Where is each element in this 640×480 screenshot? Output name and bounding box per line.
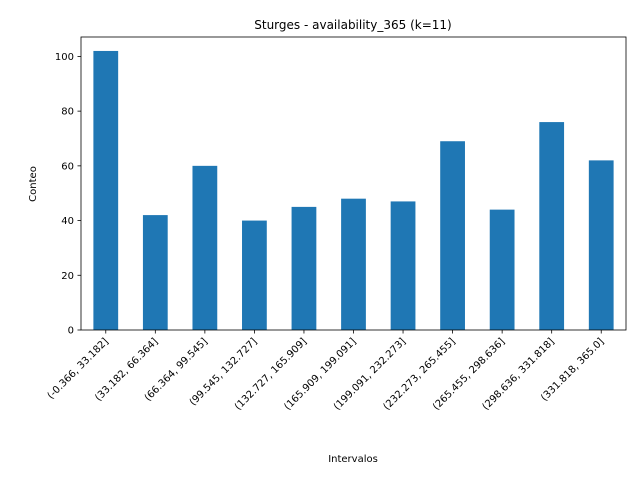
y-axis-label: Conteo [28, 166, 39, 202]
plot-frame [80, 36, 627, 331]
bar-7 [390, 201, 416, 330]
y-tick-label: 20 [61, 271, 74, 282]
bar-10 [539, 122, 565, 330]
x-axis-label: Intervalos [328, 454, 378, 465]
bar-3 [192, 165, 218, 330]
bar-9 [489, 209, 515, 330]
bar-11 [588, 160, 614, 330]
bar-5 [291, 206, 317, 330]
y-tick-label: 80 [61, 107, 74, 118]
chart-title: Sturges - availability_365 (k=11) [254, 18, 451, 32]
y-tick-label: 60 [61, 161, 74, 172]
bar-2 [142, 215, 168, 330]
y-tick-label: 0 [68, 326, 74, 337]
bar-1 [93, 50, 119, 330]
bar-4 [242, 220, 267, 330]
bar-8 [440, 141, 465, 330]
bar-6 [341, 198, 366, 330]
y-tick-label: 100 [55, 52, 74, 63]
y-tick-label: 40 [61, 216, 74, 227]
